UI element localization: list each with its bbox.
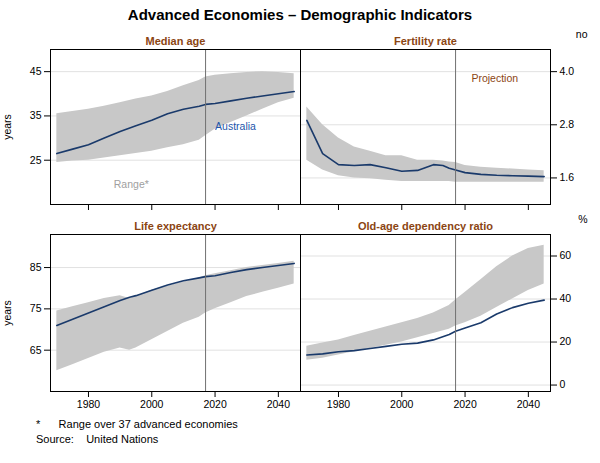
svg-text:Life expectancy: Life expectancy: [134, 220, 217, 232]
svg-text:2000: 2000: [140, 398, 164, 410]
svg-text:2.8: 2.8: [560, 118, 575, 130]
svg-text:75: 75: [30, 302, 42, 314]
svg-text:Fertility rate: Fertility rate: [394, 35, 457, 47]
svg-text:no: no: [576, 28, 588, 40]
svg-text:years: years: [1, 114, 13, 140]
svg-text:years: years: [1, 300, 13, 326]
svg-text:60: 60: [560, 249, 572, 261]
html-text:Source: United Nations: Source: United Nations: [36, 433, 159, 445]
html-text:* Range over 37 advanced econo: * Range over 37 advanced economies: [36, 418, 238, 430]
svg-text:Median age: Median age: [146, 35, 206, 47]
svg-text:25: 25: [30, 154, 42, 166]
svg-text:2040: 2040: [517, 398, 541, 410]
svg-text:Projection: Projection: [471, 72, 518, 84]
svg-text:2020: 2020: [203, 398, 227, 410]
svg-text:Range*: Range*: [114, 178, 149, 190]
svg-text:40: 40: [560, 292, 572, 304]
svg-text:1980: 1980: [77, 398, 101, 410]
svg-text:2000: 2000: [390, 398, 414, 410]
svg-text:2040: 2040: [267, 398, 291, 410]
svg-text:4.0: 4.0: [560, 65, 575, 77]
svg-text:2020: 2020: [453, 398, 477, 410]
svg-text:35: 35: [30, 109, 42, 121]
svg-text:Australia: Australia: [215, 120, 256, 132]
html-text:Advanced Economies – Demograph: Advanced Economies – Demographic Indicat…: [127, 6, 473, 23]
svg-text:1.6: 1.6: [560, 171, 575, 183]
svg-text:0: 0: [560, 378, 566, 390]
svg-text:65: 65: [30, 344, 42, 356]
svg-text:%: %: [578, 213, 587, 225]
svg-text:Old-age dependency ratio: Old-age dependency ratio: [358, 220, 493, 232]
svg-text:45: 45: [30, 65, 42, 77]
svg-text:1980: 1980: [327, 398, 351, 410]
svg-text:85: 85: [30, 261, 42, 273]
svg-text:20: 20: [560, 335, 572, 347]
